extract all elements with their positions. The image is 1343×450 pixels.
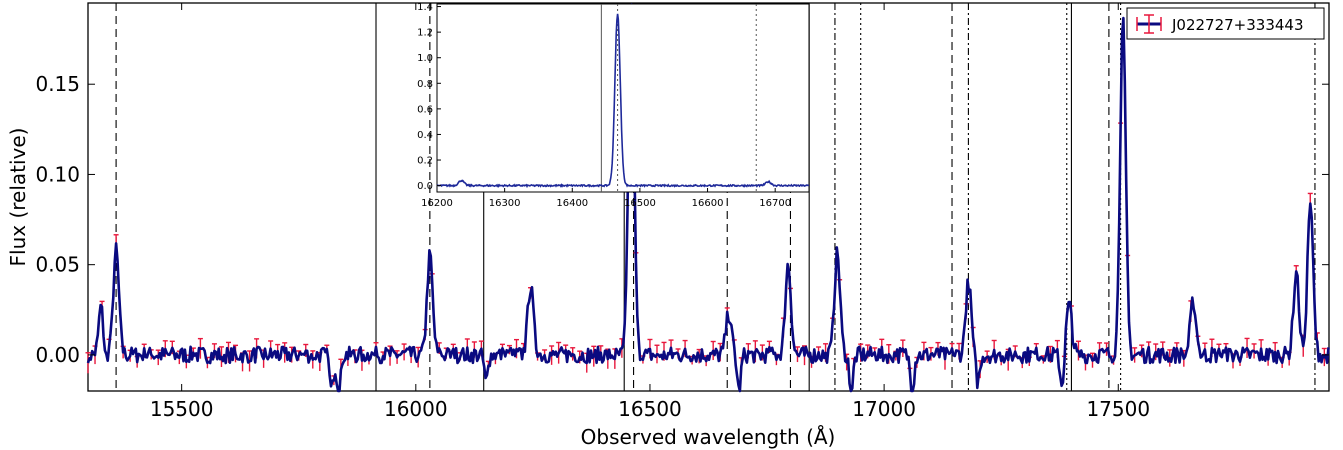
x-axis-label: Observed wavelength (Å) (581, 425, 836, 449)
inset-reference-lines (600, 4, 757, 192)
inset-series-line (436, 13, 809, 189)
inset-y-tick-label: 0.6 (417, 104, 433, 115)
inset-y-tick-label: 1.4 (417, 2, 433, 13)
inset-x-ticks: 16200 16300 16400 16500 16600 16700 (421, 188, 791, 209)
inset-panel: 16200 16300 16400 16500 16600 16700 0.0 0.2 0.4… (417, 2, 810, 209)
y-tick-label: 0.05 (35, 253, 80, 277)
inset-series-group (436, 13, 809, 189)
inset-y-tick-label: 0.0 (417, 181, 433, 192)
x-tick-label: 16500 (618, 397, 682, 421)
y-tick-label: 0.00 (35, 343, 80, 367)
inset-y-ticks: 0.0 0.2 0.4 0.6 0.8 1.0 1.2 1.4 (417, 2, 441, 192)
inset-y-tick-label: 1.2 (417, 28, 433, 39)
x-tick-label: 17000 (852, 397, 916, 421)
x-tick-label: 17500 (1086, 397, 1150, 421)
main-series-group (86, 3, 1330, 393)
inset-y-tick-label: 0.2 (417, 156, 433, 167)
inset-x-tick-label: 16500 (624, 198, 656, 209)
x-tick-label: 15500 (150, 397, 214, 421)
y-axis-label: Flux (relative) (6, 128, 30, 267)
legend-label: J022727+333443 (1171, 16, 1304, 34)
inset-y-tick-label: 0.8 (417, 79, 433, 90)
inset-y-tick-label: 1.0 (417, 53, 433, 64)
main-y-ticks: 0.00 0.05 0.10 0.15 (35, 72, 1329, 367)
inset-x-tick-label: 16700 (759, 198, 791, 209)
main-x-ticks: 15500 16000 16500 17000 17500 (150, 3, 1150, 421)
inset-x-tick-label: 16600 (692, 198, 724, 209)
inset-x-tick-label: 16300 (489, 198, 521, 209)
series-line-J022727+333443 (86, 3, 1330, 393)
x-tick-label: 16000 (384, 397, 448, 421)
legend-errorbar-icon (1136, 14, 1162, 34)
inset-x-tick-label: 16200 (421, 198, 453, 209)
y-tick-label: 0.10 (35, 162, 80, 186)
legend: J022727+333443 (1126, 7, 1325, 40)
inset-x-tick-label: 16400 (556, 198, 588, 209)
y-tick-label: 0.15 (35, 72, 80, 96)
inset-y-tick-label: 0.4 (417, 130, 433, 141)
